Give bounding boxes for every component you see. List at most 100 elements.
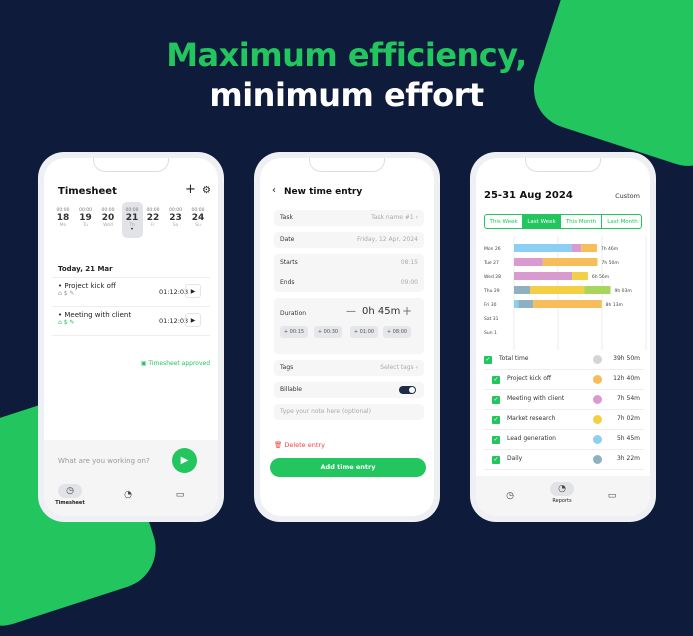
- folder-icon[interactable]: ▭: [175, 490, 185, 500]
- add-1h-chip[interactable]: + 01:00: [350, 326, 378, 338]
- plus-icon[interactable]: +: [185, 182, 196, 197]
- bar-segment: [572, 272, 588, 280]
- project-row[interactable]: ✓ Meeting with client 7h 54m: [484, 390, 644, 410]
- add-time-entry-button[interactable]: Add time entry: [270, 458, 426, 477]
- starts-value[interactable]: 08:15: [400, 259, 418, 266]
- day-18[interactable]: 00:00 18 Mo: [54, 208, 72, 228]
- checkbox[interactable]: ✓: [484, 356, 492, 364]
- custom-range-button[interactable]: Custom: [615, 192, 640, 200]
- bar-segment: [514, 258, 543, 266]
- bar-segment: [533, 300, 602, 308]
- day-number: 23: [169, 213, 182, 223]
- day-time: 00:00: [125, 208, 139, 213]
- note-input[interactable]: Type your note here (optional): [274, 404, 424, 420]
- bottom-nav: ◷ ◔ Reports ▭: [476, 476, 650, 516]
- color-dot: [593, 415, 602, 424]
- minus-button[interactable]: —: [346, 306, 356, 317]
- row-label: Daily: [507, 455, 523, 462]
- checkbox[interactable]: ✓: [492, 416, 500, 424]
- tab-this-week[interactable]: This Week: [485, 215, 523, 228]
- phone-timesheet: Timesheet + ⚙ 00:00 18 Mo 00:00 19 Tu 00:00 20 W…: [38, 152, 224, 522]
- bar-segment: [542, 258, 598, 266]
- list-item[interactable]: • Meeting with client ⌂ $ ✎: [58, 311, 132, 326]
- gear-icon[interactable]: ⚙: [202, 185, 211, 196]
- list-item[interactable]: • Project kick off ⌂ $ ✎: [58, 282, 116, 297]
- day-24[interactable]: 00:00 24 Su: [189, 208, 207, 228]
- folder-icon[interactable]: ▭: [607, 491, 617, 501]
- checkbox[interactable]: ✓: [492, 456, 500, 464]
- day-of-week: Mo: [59, 223, 67, 228]
- bar-segment: [571, 244, 582, 252]
- row-label: Lead generation: [507, 435, 556, 442]
- project-row[interactable]: ✓ Market research 7h 02m: [484, 410, 644, 430]
- today-label: Today, 21 Mar: [58, 265, 113, 273]
- day-20[interactable]: 00:00 20 Wed: [99, 208, 117, 228]
- day-of-week: Fr: [150, 223, 156, 228]
- row-label: Market research: [507, 415, 556, 422]
- day-time: 00:00: [101, 208, 115, 213]
- nav-label: Timesheet: [55, 500, 85, 506]
- tag-billable-note-icons: ⌂ $ ✎: [58, 319, 75, 326]
- task-field[interactable]: Task Task name #1 ›: [274, 210, 424, 226]
- tab-last-month[interactable]: Last Month: [607, 219, 638, 225]
- bar-total-label: 6h 56m: [592, 274, 609, 280]
- day-number: 21: [125, 213, 139, 223]
- day-of-week: Tu: [83, 223, 88, 228]
- day-of-week: Wed: [103, 223, 113, 228]
- day-time: 00:00: [146, 208, 160, 213]
- day-time: 00:00: [169, 208, 182, 213]
- day-21[interactable]: 00:00 21 Th •: [121, 202, 143, 238]
- nav-label: Reports: [552, 498, 572, 504]
- working-on-input[interactable]: What are you working on?: [58, 457, 150, 465]
- date-field[interactable]: Date Friday, 12 Apr, 2024: [274, 232, 424, 248]
- row-label: Meeting with client: [507, 395, 565, 402]
- entry-name: Project kick off: [64, 282, 116, 290]
- category-label: Wed 28: [484, 274, 501, 280]
- bar-total-label: 8h 13m: [606, 302, 623, 308]
- play-button[interactable]: ▶: [185, 284, 201, 298]
- duration-panel: Duration — 0h 45m + + 00:15 + 00:30 + 01…: [274, 298, 424, 354]
- delete-entry-button[interactable]: 🗑 Delete entry: [274, 441, 325, 449]
- category-label: Mon 26: [484, 246, 501, 252]
- billable-row: Billable: [274, 382, 424, 398]
- project-row[interactable]: ✓ Project kick off 12h 40m: [484, 370, 644, 390]
- day-number: 20: [101, 213, 115, 223]
- row-label: Total time: [499, 355, 529, 362]
- entry-time: 01:12:03: [159, 288, 189, 296]
- color-dot: [593, 455, 602, 464]
- entry-time: 01:12:03: [159, 317, 189, 325]
- bar-total-label: 9h 03m: [615, 288, 632, 294]
- project-row[interactable]: ✓ Daily 3h 22m: [484, 450, 644, 470]
- back-icon[interactable]: ‹: [272, 185, 276, 196]
- tab-this-month[interactable]: This Month: [561, 215, 602, 228]
- checkbox[interactable]: ✓: [492, 436, 500, 444]
- row-value: 12h 40m: [613, 375, 640, 382]
- start-timer-button[interactable]: ▶: [172, 448, 197, 473]
- row-value: 39h 50m: [613, 355, 640, 362]
- tags-field[interactable]: Tags Select tags ›: [274, 360, 424, 376]
- clock-icon[interactable]: ◷: [506, 491, 514, 501]
- plus-button[interactable]: +: [402, 304, 413, 318]
- total-time-row[interactable]: ✓ Total time 39h 50m: [484, 350, 644, 370]
- day-22[interactable]: 00:00 22 Fr: [144, 208, 162, 228]
- add-30m-chip[interactable]: + 00:30: [314, 326, 342, 338]
- day-23[interactable]: 00:00 23 Sa: [167, 208, 185, 228]
- period-tabs: This Week Last Week This Month Last Mont…: [484, 214, 642, 229]
- play-button[interactable]: ▶: [185, 313, 201, 327]
- checkbox[interactable]: ✓: [492, 396, 500, 404]
- day-time: 00:00: [191, 208, 205, 213]
- category-label: Sun 1: [484, 330, 497, 336]
- headline-1: Maximum efficiency,: [166, 36, 527, 74]
- add-15m-chip[interactable]: + 00:15: [280, 326, 308, 338]
- ends-value[interactable]: 09:00: [400, 279, 418, 286]
- reports-icon[interactable]: ◔: [550, 482, 574, 496]
- add-8h-chip[interactable]: + 08:00: [383, 326, 411, 338]
- day-19[interactable]: 00:00 19 Tu: [77, 208, 95, 228]
- checkbox[interactable]: ✓: [492, 376, 500, 384]
- reports-icon[interactable]: ◔: [124, 490, 132, 500]
- bar-segment: [518, 300, 534, 308]
- clock-icon[interactable]: ◷: [58, 484, 82, 498]
- project-row[interactable]: ✓ Lead generation 5h 45m: [484, 430, 644, 450]
- tab-last-week[interactable]: Last Week: [523, 215, 561, 228]
- billable-toggle[interactable]: [399, 386, 416, 394]
